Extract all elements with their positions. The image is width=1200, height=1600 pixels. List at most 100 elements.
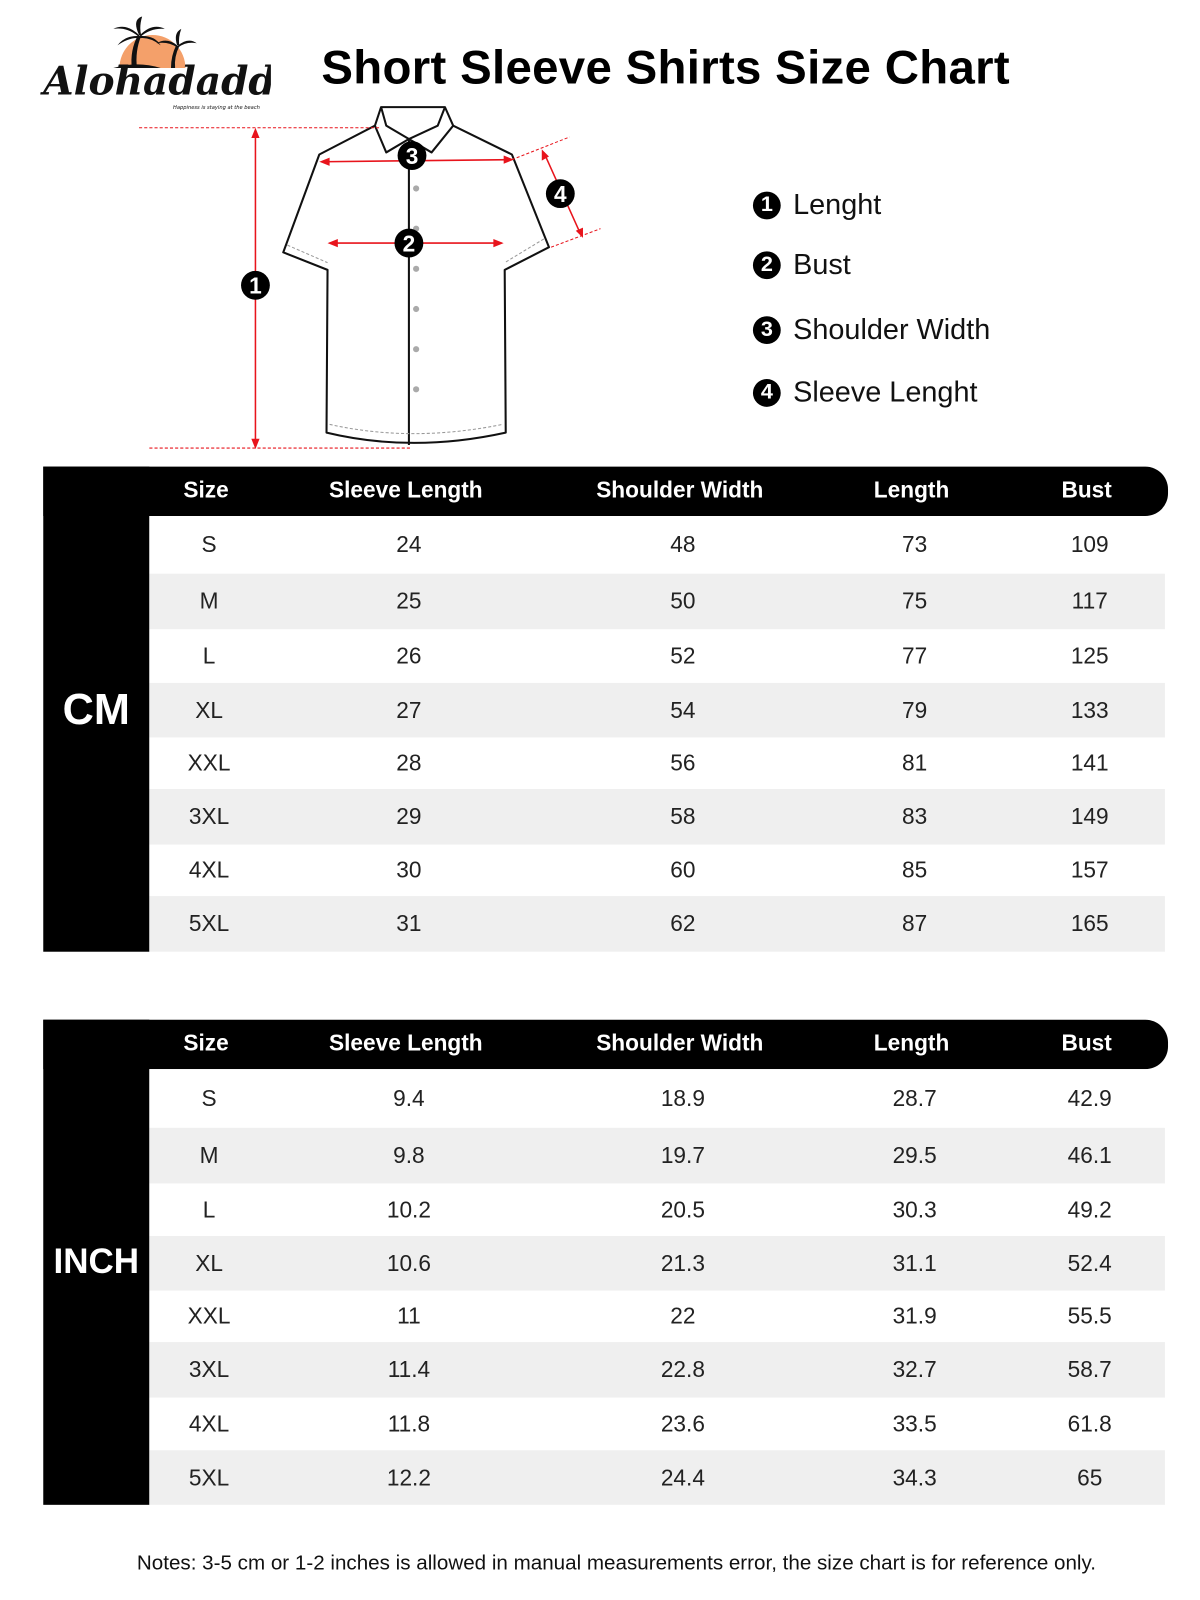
number-badge: 4 [752, 378, 781, 407]
legend-item: 1 Lenght [752, 188, 881, 221]
table-cell: 48 [670, 531, 696, 558]
logo-text: Alohadaddy [39, 59, 271, 105]
table-row: S 24 48 73 109 [149, 516, 1165, 574]
legend-item: 3 Shoulder Width [752, 313, 991, 346]
table-cell: 32.7 [892, 1356, 937, 1383]
table-cell: 9.8 [393, 1142, 425, 1169]
table-cell: 30.3 [892, 1196, 937, 1223]
table-cell: 9.4 [393, 1085, 425, 1111]
palm-tree-icon [113, 16, 197, 68]
table-cell: S [201, 1085, 217, 1111]
table-cell: L [202, 642, 216, 669]
table-cell: 11.4 [387, 1356, 431, 1383]
brand-logo: Alohadaddy Happiness is staying at the b… [39, 16, 271, 111]
table-cell: 3XL [188, 1356, 230, 1383]
table-cell: 10.2 [386, 1196, 431, 1223]
table-cell: 23.6 [660, 1410, 705, 1437]
table-cell: 49.2 [1067, 1196, 1112, 1223]
unit-label: INCH [43, 1019, 150, 1505]
size-table-inch: INCH Size Sleeve Length Shoulder Width Lengt… [43, 1019, 1169, 1505]
table-row: XL 10.6 21.3 31.1 52.4 [149, 1236, 1165, 1291]
button-dots [413, 185, 420, 393]
table-cell: 75 [902, 588, 928, 614]
table-cell: 85 [902, 856, 928, 883]
table-cell: 12.2 [386, 1464, 431, 1490]
table-cell: 33.5 [892, 1410, 937, 1437]
table-cell: 81 [902, 749, 928, 776]
legend-label: Sleeve Lenght [793, 375, 978, 408]
table-cell: 4XL [188, 1410, 230, 1437]
svg-text:1: 1 [249, 273, 262, 299]
table-cell: 149 [1070, 803, 1109, 830]
table-cell: 5XL [188, 1464, 230, 1490]
table-cell: XXL [187, 1302, 231, 1329]
table-cell: 52.4 [1067, 1249, 1112, 1276]
table-row: L 10.2 20.5 30.3 49.2 [149, 1183, 1165, 1236]
table-cell: 5XL [188, 910, 230, 937]
table-row: 4XL 30 60 85 157 [149, 844, 1165, 897]
table-cell: 4XL [188, 856, 230, 883]
table-row: 5XL 12.2 24.4 34.3 65 [149, 1450, 1165, 1505]
notes-text: Notes: 3-5 cm or 1-2 inches is allowed i… [136, 1552, 1097, 1575]
table-cell: 31.1 [892, 1249, 937, 1276]
table-cell: 77 [902, 642, 928, 669]
legend-label: Bust [793, 248, 851, 281]
marker-circles: 1 2 3 4 [241, 141, 575, 300]
number-badge: 3 [752, 315, 781, 344]
table-cell: 25 [396, 588, 422, 614]
table-cell: 11.8 [387, 1410, 431, 1437]
table-row: XL 27 54 79 133 [149, 682, 1165, 738]
svg-text:4: 4 [554, 181, 567, 207]
column-header: Bust [1061, 1030, 1112, 1056]
table-cell: 165 [1070, 910, 1109, 937]
table-row: 5XL 31 62 87 165 [149, 896, 1165, 952]
table-row: 3XL 11.4 22.8 32.7 58.7 [149, 1342, 1165, 1398]
table-cell: M [199, 1142, 219, 1169]
table-cell: 55.5 [1067, 1302, 1112, 1329]
table-cell: 31 [396, 910, 422, 937]
table-row: M 9.8 19.7 29.5 46.1 [149, 1127, 1165, 1184]
table-cell: 56 [670, 749, 696, 776]
table-cell: XL [195, 1249, 223, 1276]
legend-item: 4 Sleeve Lenght [752, 375, 978, 409]
table-cell: 73 [902, 531, 928, 558]
table-cell: 26 [396, 642, 422, 669]
table-cell: L [202, 1196, 216, 1223]
table-row: S 9.4 18.9 28.7 42.9 [149, 1069, 1165, 1128]
table-cell: 22 [670, 1302, 696, 1329]
number-badge: 1 [752, 191, 781, 219]
table-cell: 65 [1077, 1464, 1103, 1490]
table-cell: 87 [902, 910, 928, 937]
table-cell: 58 [670, 803, 696, 830]
table-cell: 133 [1070, 696, 1109, 723]
table-cell: 10.6 [386, 1249, 431, 1276]
table-cell: 83 [902, 803, 928, 830]
table-cell: 29 [396, 803, 422, 830]
shirt-diagram: 1 2 3 4 [139, 106, 601, 450]
table-cell: 29.5 [892, 1142, 937, 1169]
table-cell: 24.4 [660, 1464, 705, 1490]
column-header: Length [873, 1030, 950, 1056]
table-cell: 109 [1070, 531, 1109, 558]
column-header: Size [183, 1030, 229, 1056]
table-cell: 117 [1071, 588, 1108, 614]
column-header: Sleeve Length [329, 476, 483, 503]
table-cell: S [201, 531, 217, 558]
table-cell: 31.9 [892, 1302, 937, 1329]
table-cell: 42.9 [1067, 1085, 1112, 1111]
table-row: 3XL 29 58 83 149 [149, 788, 1165, 845]
table-row: L 26 52 77 125 [149, 629, 1165, 683]
table-row: M 25 50 75 117 [149, 573, 1165, 630]
number-badge: 2 [752, 250, 781, 279]
legend-item: 2 Bust [752, 248, 851, 281]
table-cell: 11 [397, 1302, 421, 1329]
table-cell: 24 [396, 531, 422, 558]
table-cell: 52 [670, 642, 696, 669]
table-header: Size Sleeve Length Shoulder Width Length Bus… [43, 1019, 1169, 1070]
table-cell: 27 [396, 696, 422, 723]
table-cell: 46.1 [1067, 1142, 1112, 1169]
legend-label: Shoulder Width [793, 313, 991, 346]
table-cell: 125 [1070, 642, 1109, 669]
column-header: Sleeve Length [329, 1030, 483, 1056]
